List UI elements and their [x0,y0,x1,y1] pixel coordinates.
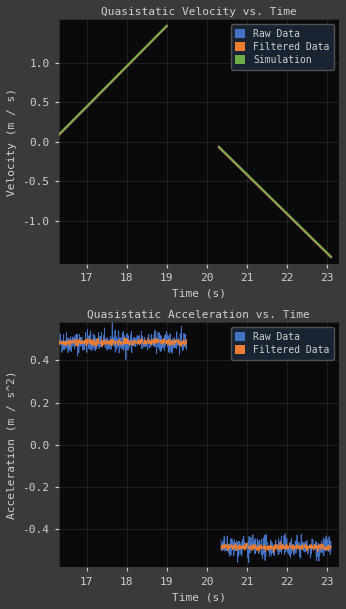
Y-axis label: Acceleration (m / s^2): Acceleration (m / s^2) [7,371,17,519]
X-axis label: Time (s): Time (s) [172,289,226,299]
Title: Quasistatic Acceleration vs. Time: Quasistatic Acceleration vs. Time [88,310,310,320]
Title: Quasistatic Velocity vs. Time: Quasistatic Velocity vs. Time [101,7,297,17]
Legend: Raw Data, Filtered Data: Raw Data, Filtered Data [230,327,334,360]
X-axis label: Time (s): Time (s) [172,592,226,602]
Legend: Raw Data, Filtered Data, Simulation: Raw Data, Filtered Data, Simulation [230,24,334,69]
Y-axis label: Velocity (m / s): Velocity (m / s) [7,88,17,195]
